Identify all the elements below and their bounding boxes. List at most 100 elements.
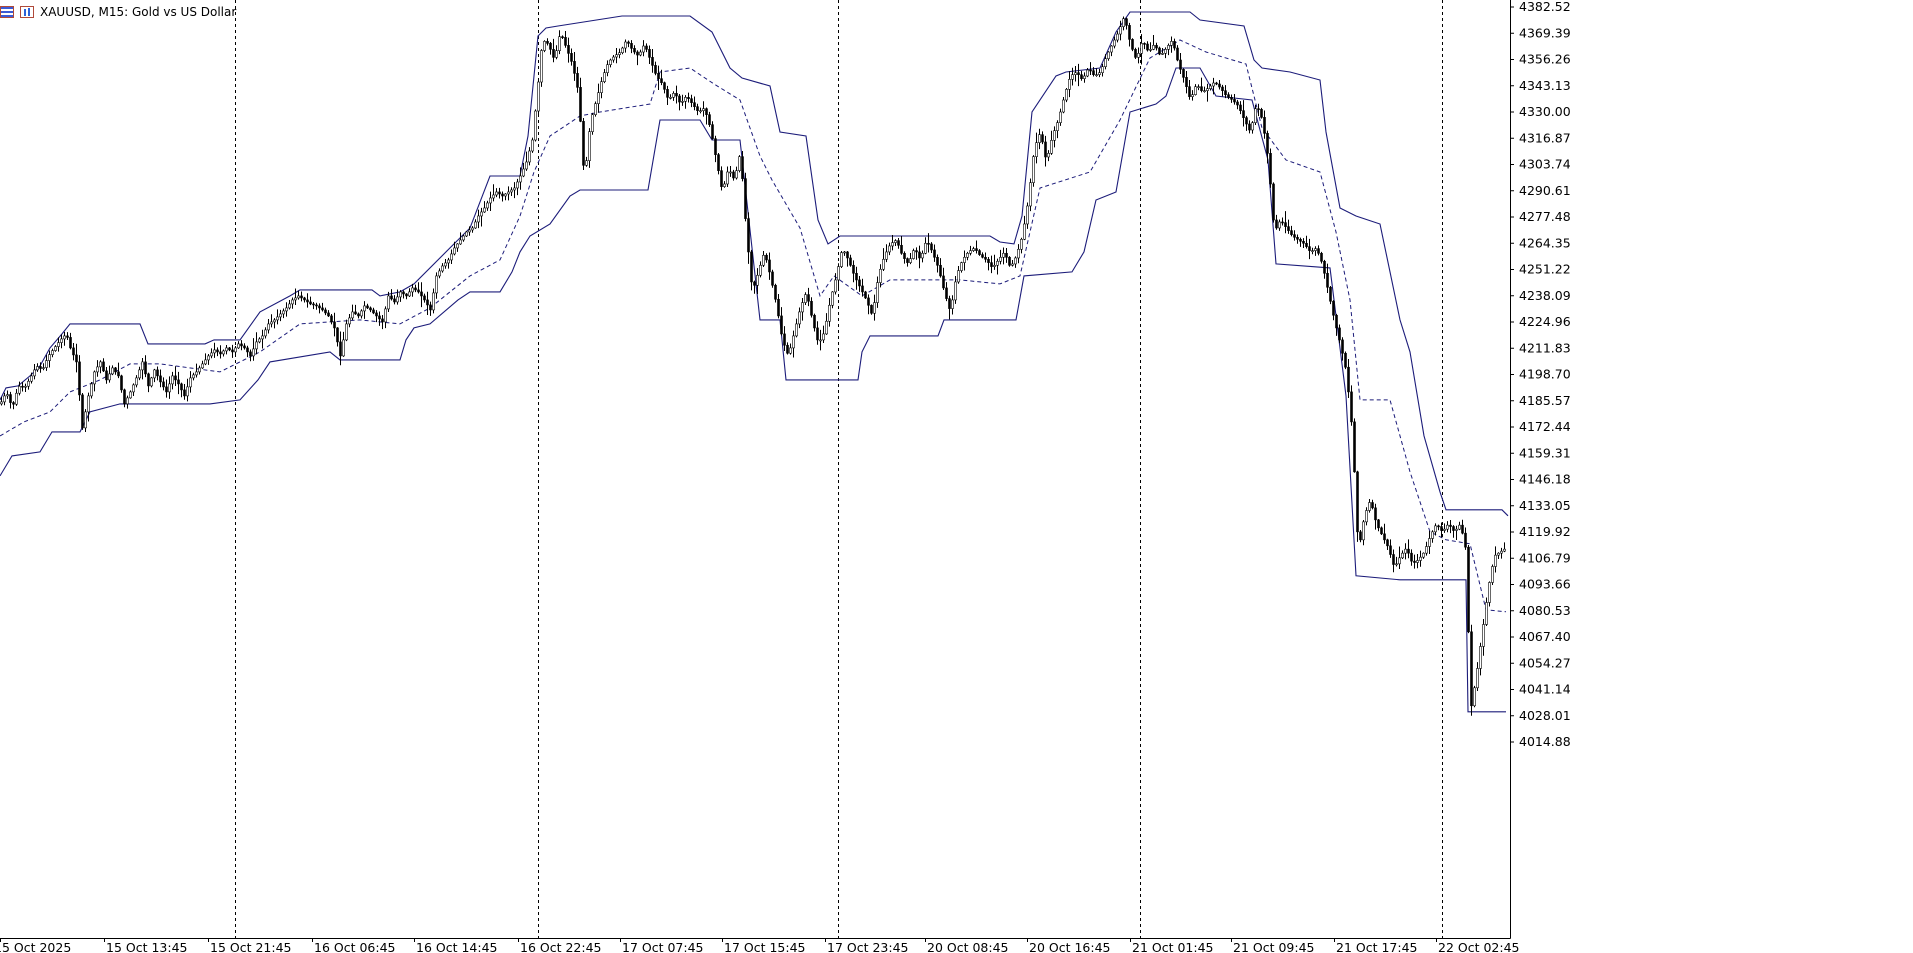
candle — [987, 256, 990, 271]
candle — [954, 276, 957, 304]
candle — [1233, 94, 1236, 105]
candle — [96, 360, 99, 377]
candle — [183, 384, 186, 400]
candle — [528, 147, 531, 166]
price-label: 4159.31 — [1519, 445, 1571, 460]
candle — [87, 392, 90, 422]
candle — [711, 121, 714, 140]
candle — [108, 365, 111, 383]
candle — [627, 40, 630, 48]
candle — [192, 372, 195, 381]
candle — [24, 383, 27, 392]
candle — [537, 79, 540, 115]
time-label: 20 Oct 08:45 — [927, 940, 1009, 953]
candle — [186, 378, 189, 402]
candle — [522, 162, 525, 178]
price-label: 4146.18 — [1519, 472, 1571, 487]
candle — [1377, 518, 1380, 532]
candle — [1212, 77, 1215, 95]
candle — [744, 172, 747, 222]
candle — [234, 345, 237, 358]
period-separators — [235, 0, 1443, 938]
candle — [1125, 17, 1128, 30]
candle — [9, 391, 12, 409]
candle — [1215, 81, 1218, 86]
candle — [411, 283, 414, 297]
candle — [819, 329, 822, 351]
candle — [279, 309, 282, 322]
candle — [1218, 80, 1221, 90]
time-label: 15 Oct 13:45 — [106, 940, 188, 953]
candle — [1338, 324, 1341, 344]
price-label: 4028.01 — [1519, 708, 1571, 723]
candle — [927, 233, 930, 253]
candle — [1290, 225, 1293, 237]
candle — [228, 346, 231, 352]
candle — [702, 101, 705, 117]
candle — [1311, 247, 1314, 255]
candle — [870, 304, 873, 315]
candle — [567, 37, 570, 63]
candle — [1254, 104, 1257, 126]
price-label: 4067.40 — [1519, 629, 1571, 644]
candle — [3, 392, 6, 406]
candle — [441, 263, 444, 273]
candle — [1242, 100, 1245, 127]
candle — [93, 370, 96, 392]
candle — [330, 313, 333, 325]
candle — [468, 226, 471, 236]
candle — [1482, 618, 1485, 656]
candle — [1206, 83, 1209, 102]
candle — [162, 377, 165, 391]
candle — [171, 371, 174, 390]
candle — [1434, 523, 1437, 536]
candle — [210, 348, 213, 359]
candle — [861, 278, 864, 297]
candle — [477, 209, 480, 229]
chart-list-icon[interactable] — [0, 6, 14, 18]
time-label: 22 Oct 02:45 — [1438, 940, 1520, 953]
candle — [222, 349, 225, 357]
candle — [606, 60, 609, 77]
candle — [1452, 525, 1455, 538]
candle — [693, 96, 696, 111]
candle — [126, 395, 129, 409]
candle — [936, 254, 939, 273]
candle — [1428, 530, 1431, 554]
candle — [1488, 581, 1491, 607]
candle — [924, 237, 927, 255]
candle — [180, 382, 183, 398]
candle — [246, 345, 249, 358]
candle — [951, 295, 954, 315]
time-label: 16 Oct 06:45 — [314, 940, 396, 953]
candle — [1131, 38, 1134, 52]
price-label: 4133.05 — [1519, 498, 1571, 513]
candle — [1362, 520, 1365, 546]
candle — [1134, 47, 1137, 59]
candle — [858, 276, 861, 292]
candle — [1251, 121, 1254, 134]
candle — [714, 135, 717, 163]
candle — [1020, 237, 1023, 254]
candle — [669, 94, 672, 100]
candle — [1056, 120, 1059, 139]
candle — [1293, 230, 1296, 241]
candle — [327, 310, 330, 318]
candle — [519, 167, 522, 190]
candle — [1413, 554, 1416, 569]
candle — [1398, 546, 1401, 569]
candle — [342, 331, 345, 357]
candle — [534, 109, 537, 142]
chart-bars-icon[interactable] — [20, 6, 34, 18]
candle — [696, 103, 699, 116]
price-label: 4093.66 — [1519, 577, 1571, 592]
candle — [750, 249, 753, 291]
candle — [678, 94, 681, 111]
candle — [921, 250, 924, 263]
candle — [876, 276, 879, 308]
candle — [216, 347, 219, 357]
candle — [1224, 85, 1227, 99]
candle — [894, 239, 897, 246]
